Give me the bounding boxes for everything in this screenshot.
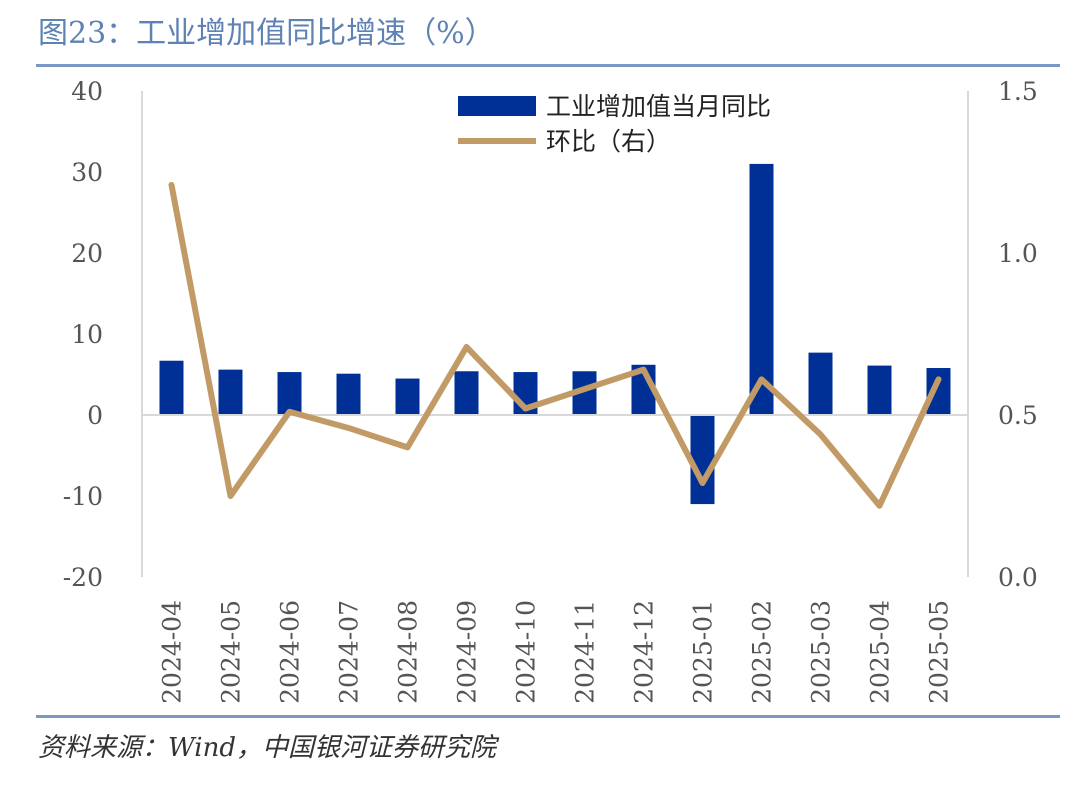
line-point-2024-04	[170, 183, 173, 186]
line-point-2024-12	[642, 368, 645, 371]
right-tick-label: 0.0	[998, 563, 1038, 592]
source-note: 资料来源：Wind，中国银河证券研究院	[38, 733, 496, 763]
left-tick-label: 20	[71, 239, 103, 268]
x-tick-label: 2025-05	[925, 600, 954, 704]
bar-2024-08	[395, 378, 420, 415]
x-tick-label: 2024-04	[158, 600, 187, 704]
bar-2025-01	[690, 415, 715, 505]
left-tick-label: -20	[63, 563, 103, 592]
x-tick-label: 2024-05	[217, 600, 246, 704]
x-tick-label: 2024-09	[453, 600, 482, 704]
line-point-2024-08	[406, 446, 409, 449]
line-series	[168, 181, 942, 509]
x-axis-labels: 2024-04 2024-05 2024-06 2024-07 2024-08 2024-…	[158, 600, 954, 704]
left-axis: 40 30 20 10 0 -10 -20	[63, 77, 143, 592]
legend-bar-label: 工业增加值当月同比	[546, 92, 771, 121]
x-tick-label: 2025-02	[748, 600, 777, 704]
chart-title: 图23：工业增加值同比增速（%）	[38, 16, 495, 51]
x-tick-label: 2024-08	[394, 600, 423, 704]
left-tick-label: 10	[71, 320, 103, 349]
legend-bar-swatch	[458, 96, 536, 116]
source-divider	[36, 715, 1060, 718]
line-point-2025-05	[937, 378, 940, 381]
line-point-2025-02	[760, 378, 763, 381]
line-point-2025-03	[819, 433, 822, 436]
line-point-2024-05	[229, 495, 232, 497]
line-point-2024-09	[465, 345, 468, 348]
bar-2024-05	[218, 369, 243, 415]
right-axis: 1.5 1.0 0.5 0.0	[967, 77, 1038, 592]
x-tick-label: 2025-04	[866, 600, 895, 704]
bar-2024-09	[454, 371, 479, 415]
x-tick-label: 2025-03	[807, 600, 836, 704]
bar-2025-02	[749, 163, 774, 415]
title-divider	[36, 64, 1060, 67]
left-tick-label: -10	[63, 482, 103, 511]
line-point-2024-10	[524, 407, 527, 410]
line-point-2025-01	[701, 482, 704, 485]
line-point-2024-06	[288, 410, 291, 413]
x-tick-label: 2024-12	[630, 600, 659, 704]
bar-2024-07	[336, 373, 361, 415]
left-tick-label: 0	[87, 401, 103, 430]
bar-series	[159, 163, 951, 505]
x-tick-label: 2024-11	[571, 600, 600, 704]
x-tick-label: 2024-06	[276, 600, 305, 704]
right-tick-label: 1.0	[998, 239, 1038, 268]
legend-line-label: 环比（右）	[546, 127, 671, 156]
x-tick-label: 2024-07	[335, 600, 364, 704]
x-tick-label: 2025-01	[689, 600, 718, 704]
bar-2024-06	[277, 372, 302, 415]
x-tick-label: 2024-10	[512, 600, 541, 704]
line-point-2024-11	[583, 388, 586, 391]
line-point-2024-07	[347, 426, 350, 429]
line-mom	[168, 181, 942, 509]
left-tick-label: 30	[71, 158, 103, 187]
line-point-2025-04	[878, 504, 881, 507]
bar-2025-04	[867, 365, 892, 415]
right-tick-label: 0.5	[998, 401, 1038, 430]
bar-2024-04	[159, 360, 184, 415]
left-tick-label: 40	[71, 77, 103, 106]
bar-2025-03	[808, 352, 833, 415]
right-tick-label: 1.5	[998, 77, 1038, 106]
